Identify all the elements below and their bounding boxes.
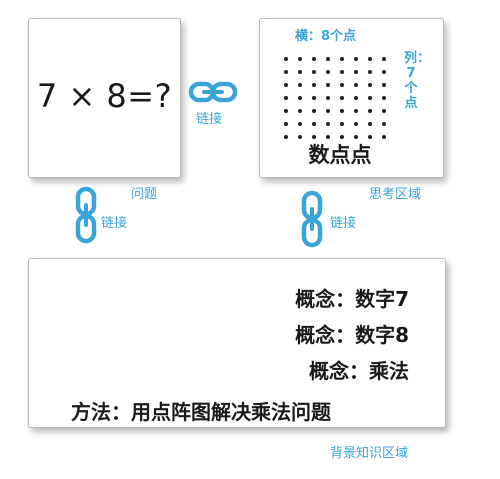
dot — [298, 96, 302, 100]
dot — [340, 57, 344, 61]
horizontal-link-label: 链接 — [196, 112, 223, 127]
dot — [312, 57, 316, 61]
dot — [326, 70, 330, 74]
dot — [340, 135, 344, 139]
dot — [382, 96, 386, 100]
dot — [312, 96, 316, 100]
dot — [284, 122, 288, 126]
dot — [368, 122, 372, 126]
dot — [354, 96, 358, 100]
dot — [382, 83, 386, 87]
dot — [382, 122, 386, 126]
dot — [326, 96, 330, 100]
dot — [298, 57, 302, 61]
dot — [284, 57, 288, 61]
background-knowledge-area-label: 背景知识区域 — [330, 446, 409, 461]
dot-array — [284, 57, 394, 149]
dot — [354, 83, 358, 87]
dot — [368, 135, 372, 139]
problem-card: 7 × 8=? — [28, 18, 181, 178]
dot — [312, 109, 316, 113]
column-count-label: 列：7个点 — [404, 51, 431, 111]
dot — [340, 96, 344, 100]
chain-link-icon — [75, 186, 97, 244]
dot — [298, 83, 302, 87]
dot — [298, 109, 302, 113]
background-knowledge-card: 概念：数字7 概念：数字8 概念：乘法 方法：用点阵图解决乘法问题 — [28, 258, 446, 428]
dot — [312, 122, 316, 126]
dot — [368, 57, 372, 61]
dot — [340, 109, 344, 113]
dot — [368, 109, 372, 113]
dot — [284, 109, 288, 113]
dot — [354, 57, 358, 61]
dot — [312, 83, 316, 87]
dot — [326, 122, 330, 126]
concept-list: 概念：数字7 概念：数字8 概念：乘法 — [295, 281, 409, 389]
dot-counting-caption: 数点点 — [308, 143, 372, 167]
dot — [354, 135, 358, 139]
dot — [284, 135, 288, 139]
concept-item: 概念：数字8 — [295, 323, 409, 347]
thinking-area-label: 思考区域 — [369, 187, 422, 202]
dot — [382, 135, 386, 139]
dot — [326, 83, 330, 87]
dot — [340, 83, 344, 87]
row-count-label: 横：8个点 — [295, 29, 357, 44]
dot — [340, 70, 344, 74]
chain-link-icon — [301, 190, 323, 248]
dot — [298, 135, 302, 139]
concept-item: 概念：数字7 — [295, 287, 409, 311]
method-statement: 方法：用点阵图解决乘法问题 — [71, 400, 331, 424]
dot — [284, 83, 288, 87]
dot — [312, 135, 316, 139]
dot — [382, 70, 386, 74]
dot — [326, 109, 330, 113]
dot — [326, 135, 330, 139]
dot — [354, 109, 358, 113]
concept-item: 概念：乘法 — [309, 359, 409, 383]
dot — [298, 122, 302, 126]
dot — [298, 70, 302, 74]
dot — [326, 57, 330, 61]
thinking-area-card: 横：8个点 列：7个点 数点点 — [259, 18, 444, 178]
dot — [368, 96, 372, 100]
problem-area-label: 问题 — [131, 187, 158, 202]
dot — [354, 70, 358, 74]
dot — [354, 122, 358, 126]
right-vertical-link-label: 链接 — [330, 216, 357, 231]
dot — [340, 122, 344, 126]
dot — [382, 109, 386, 113]
dot — [368, 83, 372, 87]
chain-link-icon — [188, 81, 238, 103]
left-vertical-link-label: 链接 — [101, 216, 128, 231]
dot — [312, 70, 316, 74]
problem-expression: 7 × 8=? — [36, 77, 173, 115]
dot — [382, 57, 386, 61]
dot — [368, 70, 372, 74]
dot — [284, 96, 288, 100]
dot — [284, 70, 288, 74]
